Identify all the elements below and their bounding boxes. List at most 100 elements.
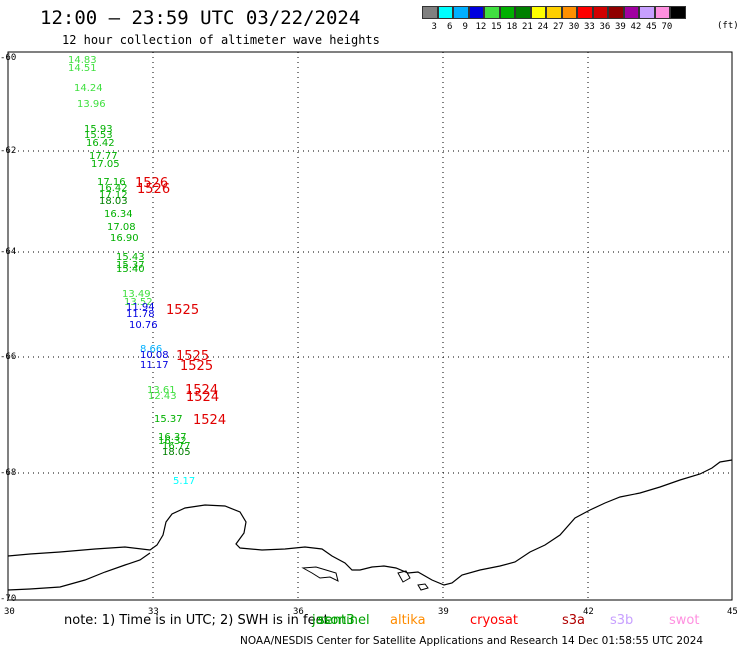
lat-label-62: -62 [0, 146, 17, 156]
scale-swatch [499, 6, 515, 19]
wave-height-label: 17.05 [91, 159, 120, 170]
lon-label-45: 45 [727, 607, 738, 617]
lon-label-36: 36 [293, 607, 304, 617]
mission-swot: swot [669, 613, 700, 628]
satellite-time-label: 1525 [176, 349, 210, 364]
scale-label: 27 [553, 22, 564, 32]
note-text: note: 1) Time is in UTC; 2) SWH is in fe… [64, 613, 329, 628]
wave-height-label: 15.40 [116, 264, 145, 275]
mission-jason3: jason3 [312, 613, 355, 628]
satellite-time-label: 1524 [185, 383, 219, 398]
satellite-time-label: 1525 [180, 359, 214, 374]
lat-label-60: -60 [0, 53, 17, 63]
wave-height-label: 13.61 [147, 385, 176, 396]
scale-label: 12 [475, 22, 487, 32]
wave-height-label: 17.16 [97, 177, 126, 188]
lat-label-70: -70 [0, 594, 17, 604]
scale-label: 30 [568, 22, 580, 32]
scale-swatch [484, 6, 500, 19]
scale-label: 21 [522, 22, 533, 32]
wave-height-label: 12.43 [148, 391, 177, 402]
mission-s3a: s3a [562, 613, 586, 628]
scale-label: 15 [491, 22, 502, 32]
lon-label-33: 33 [148, 607, 159, 617]
scale-label: 3 [431, 22, 437, 32]
lon-label-30: 30 [4, 607, 15, 617]
wave-height-label: 15.37 [116, 260, 145, 271]
wave-height-label: 10.76 [129, 320, 158, 331]
wave-height-label: 8.66 [140, 344, 163, 355]
scale-swatch [577, 6, 593, 19]
wave-height-label: 5.17 [173, 476, 196, 487]
scale-swatch [453, 6, 469, 19]
scale-label: 24 [537, 22, 549, 32]
wave-height-label: 17.08 [107, 222, 136, 233]
scale-swatch [670, 6, 686, 19]
scale-label: 39 [615, 22, 626, 32]
wave-height-label: 16.77 [162, 441, 191, 452]
wave-height-label: 11.94 [126, 302, 155, 313]
wave-height-label: 14.24 [74, 83, 103, 94]
scale-swatch [546, 6, 562, 19]
scale-label: 33 [584, 22, 595, 32]
scale-swatch [422, 6, 438, 19]
wave-height-label: 17.77 [89, 151, 118, 162]
satellite-time-label: 1526 [135, 176, 169, 191]
wave-height-label: 16.42 [86, 138, 115, 149]
wave-height-label: 13.49 [122, 289, 151, 300]
satellite-time-label: 1524 [193, 413, 227, 428]
page-title: 12:00 – 23:59 UTC 03/22/2024 [40, 7, 361, 29]
wave-height-label: 18.05 [162, 447, 191, 458]
wave-height-label: 16.90 [110, 233, 139, 244]
coastline [7, 459, 733, 586]
scale-label: 18 [506, 22, 518, 32]
lat-label-66: -66 [0, 352, 17, 362]
mission-sentinel: sentinel [318, 613, 370, 628]
footer-credit: NOAA/NESDIS Center for Satellite Applica… [240, 635, 704, 647]
lon-label-42: 42 [583, 607, 594, 617]
mission-cryosat: cryosat [470, 613, 518, 628]
lat-label-64: -64 [0, 247, 17, 257]
scale-label: 9 [462, 22, 468, 32]
scale-swatch [592, 6, 608, 19]
map-frame [7, 51, 733, 601]
scale-swatch [561, 6, 577, 19]
wave-height-label: 14.51 [68, 63, 97, 74]
scale-label: 36 [599, 22, 611, 32]
wave-height-label: 16.32 [158, 436, 187, 447]
wave-height-label: 16.37 [158, 432, 187, 443]
lat-label-68: -68 [0, 468, 17, 478]
wave-height-label: 17.12 [99, 190, 128, 201]
wave-height-label: 15.93 [84, 124, 113, 135]
coastline-west [7, 552, 151, 591]
wave-height-label: 15.43 [116, 252, 145, 263]
scale-swatch [468, 6, 484, 19]
scale-label: 42 [630, 22, 642, 32]
scale-label: 70 [661, 22, 673, 32]
wave-height-label: 11.17 [140, 360, 169, 371]
graticule [8, 52, 732, 600]
wave-height-label: 18.03 [99, 196, 128, 207]
mission-altika: altika [390, 613, 426, 628]
wave-height-label: 13.52 [124, 297, 153, 308]
lon-label-39: 39 [438, 607, 449, 617]
wave-height-label: 16.34 [104, 209, 133, 220]
satellite-time-label: 1525 [166, 303, 200, 318]
wave-height-label: 13.96 [77, 99, 106, 110]
wave-height-label: 15.37 [154, 414, 183, 425]
mission-s3b: s3b [610, 613, 634, 628]
scale-label: 6 [447, 22, 453, 32]
color-scale-bar [422, 6, 686, 19]
coastline-islands [301, 566, 429, 591]
scale-swatch [639, 6, 655, 19]
page-subtitle: 12 hour collection of altimeter wave hei… [62, 33, 380, 47]
satellite-time-label: 1526 [137, 182, 171, 197]
scale-swatch [515, 6, 531, 19]
scale-swatch [437, 6, 453, 19]
scale-swatch [623, 6, 639, 19]
wave-height-label: 14.83 [68, 55, 97, 66]
wave-height-label: 16.42 [99, 183, 128, 194]
wave-height-label: 10.08 [140, 350, 169, 361]
color-scale-unit: (ft) [717, 21, 739, 31]
